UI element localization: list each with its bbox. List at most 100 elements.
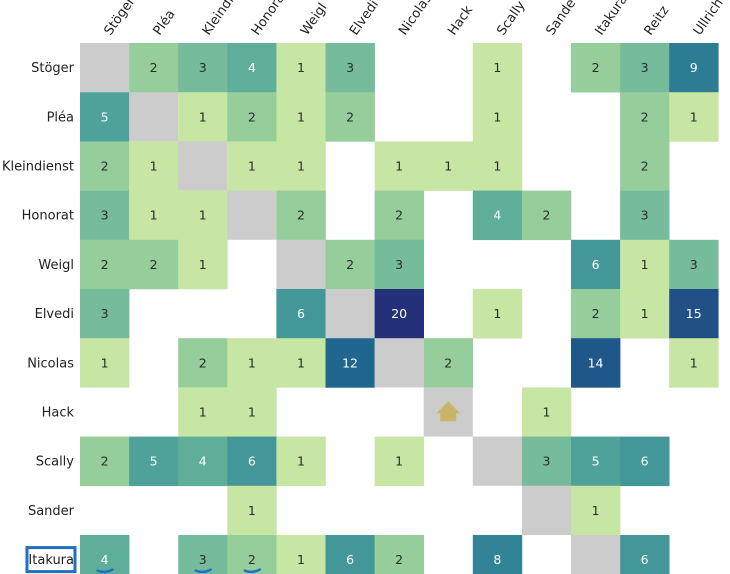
cell-plea-ullrich xyxy=(669,92,719,142)
cell-weigl-nicolas xyxy=(374,239,424,290)
cell-nicolas-itakura xyxy=(571,338,621,388)
cell-label-plea-reitz: 2 xyxy=(641,109,649,124)
cell-stoger-scally xyxy=(472,43,523,93)
cell-label-kleindienst-nicolas: 1 xyxy=(395,159,403,174)
cell-plea-reitz xyxy=(620,92,670,142)
cell-scally-itakura xyxy=(571,436,621,487)
cell-weigl-ullrich xyxy=(669,239,719,290)
cell-label-nicolas-itakura: 14 xyxy=(588,355,604,370)
cell-weigl-elvedi xyxy=(325,239,375,290)
heatmap-cells: 2 3 4 1 3 1 2 3 95 1 2 1 2 1 2 12 1 1 1 1 1 1 23 1 1 2 2 4 2 32 2 1 2 3 6 1… xyxy=(80,43,719,574)
cell-elvedi-itakura xyxy=(571,289,621,339)
cell-label-itakura-weigl: 1 xyxy=(297,552,305,567)
cell-label-hack-honorat: 1 xyxy=(248,405,256,420)
cell-label-kleindienst-scally: 1 xyxy=(493,159,501,174)
cell-stoger-itakura xyxy=(571,43,621,93)
cell-label-kleindienst-stoger: 2 xyxy=(101,159,109,174)
cell-label-weigl-nicolas: 3 xyxy=(395,257,403,272)
cell-label-plea-kleindienst: 1 xyxy=(199,109,207,124)
cell-kleindienst-weigl xyxy=(276,141,326,191)
cell-label-stoger-elvedi: 3 xyxy=(346,60,354,75)
cell-scally-sander xyxy=(521,436,572,487)
cell-nicolas-stoger xyxy=(80,338,130,388)
cell-label-nicolas-stoger: 1 xyxy=(101,355,109,370)
cell-label-stoger-ullrich: 9 xyxy=(690,60,698,75)
row-label-hack: Hack xyxy=(42,406,75,421)
cell-honorat-stoger xyxy=(80,190,130,241)
cell-label-nicolas-honorat: 1 xyxy=(248,355,256,370)
highlight-overlays xyxy=(25,401,461,574)
cell-hack-sander xyxy=(521,387,572,437)
cell-label-itakura-scally: 8 xyxy=(493,552,501,567)
row-label-scally: Scally xyxy=(36,455,75,470)
cell-kleindienst-honorat xyxy=(227,141,277,191)
cell-honorat-nicolas xyxy=(374,190,424,241)
cell-weigl-itakura xyxy=(571,239,621,290)
cell-stoger-elvedi xyxy=(325,43,375,93)
cell-elvedi-reitz xyxy=(620,289,670,339)
cell-honorat-scally xyxy=(472,190,523,241)
cell-scally-honorat xyxy=(227,436,277,487)
diagonal-cell-honorat xyxy=(227,190,277,240)
cell-itakura-weigl xyxy=(276,535,326,574)
cell-stoger-weigl xyxy=(276,43,326,93)
row-label-stoger: Stöger xyxy=(31,61,75,76)
row-label-honorat: Honorat xyxy=(22,209,74,224)
cell-itakura-elvedi xyxy=(325,535,375,574)
cell-label-scally-kleindienst: 4 xyxy=(199,454,207,469)
row-label-weigl: Weigl xyxy=(38,258,74,273)
cell-label-elvedi-nicolas: 20 xyxy=(391,306,407,321)
cell-label-plea-stoger: 5 xyxy=(101,109,109,124)
cell-kleindienst-plea xyxy=(129,141,179,191)
cell-stoger-ullrich xyxy=(669,43,719,93)
cell-kleindienst-reitz xyxy=(620,141,670,191)
cell-label-weigl-reitz: 1 xyxy=(641,257,649,272)
cell-nicolas-ullrich xyxy=(669,338,719,388)
cell-label-scally-honorat: 6 xyxy=(248,454,256,469)
cell-nicolas-kleindienst xyxy=(178,338,228,388)
cell-itakura-nicolas xyxy=(374,535,424,574)
cell-stoger-plea xyxy=(129,43,179,93)
cell-label-elvedi-stoger: 3 xyxy=(101,306,109,321)
cell-plea-elvedi xyxy=(325,92,375,142)
cell-label-itakura-nicolas: 2 xyxy=(395,552,403,567)
cell-label-itakura-kleindienst: 3 xyxy=(199,552,207,567)
diagonal-cell-plea xyxy=(129,92,179,142)
cell-label-honorat-scally: 4 xyxy=(493,208,501,223)
cell-label-honorat-nicolas: 2 xyxy=(395,208,403,223)
cell-label-sander-itakura: 1 xyxy=(592,503,600,518)
cell-weigl-reitz xyxy=(620,239,670,290)
cell-label-nicolas-kleindienst: 2 xyxy=(199,355,207,370)
cell-scally-reitz xyxy=(620,436,670,487)
cell-itakura-reitz xyxy=(620,535,670,574)
cell-elvedi-stoger xyxy=(80,289,130,339)
cell-honorat-reitz xyxy=(620,190,670,241)
row-label-nicolas: Nicolas xyxy=(27,356,74,371)
cell-itakura-scally xyxy=(472,535,523,574)
cell-label-weigl-kleindienst: 1 xyxy=(199,257,207,272)
cell-elvedi-scally xyxy=(472,289,523,339)
cell-label-honorat-weigl: 2 xyxy=(297,208,305,223)
cell-label-plea-weigl: 1 xyxy=(297,109,305,124)
cell-stoger-kleindienst xyxy=(178,43,228,93)
cell-label-plea-scally: 1 xyxy=(493,109,501,124)
cell-elvedi-ullrich xyxy=(669,289,719,339)
diagonal-cell-kleindienst xyxy=(178,141,228,191)
cell-label-honorat-kleindienst: 1 xyxy=(199,208,207,223)
cell-plea-kleindienst xyxy=(178,92,228,142)
cell-honorat-plea xyxy=(129,190,179,241)
cell-label-plea-elvedi: 2 xyxy=(346,109,354,124)
cell-kleindienst-hack xyxy=(423,141,474,191)
highlighted-row-label-box xyxy=(25,546,77,574)
cell-nicolas-hack xyxy=(423,338,474,388)
cell-label-weigl-plea: 2 xyxy=(150,257,158,272)
cell-label-stoger-weigl: 1 xyxy=(297,60,305,75)
cell-label-nicolas-elvedi: 12 xyxy=(342,355,358,370)
cell-label-scally-weigl: 1 xyxy=(297,454,305,469)
cell-label-elvedi-ullrich: 15 xyxy=(686,306,702,321)
cell-scally-stoger xyxy=(80,436,130,487)
cell-label-kleindienst-plea: 1 xyxy=(150,159,158,174)
cell-weigl-kleindienst xyxy=(178,239,228,290)
row-label-elvedi: Elvedi xyxy=(35,307,74,322)
